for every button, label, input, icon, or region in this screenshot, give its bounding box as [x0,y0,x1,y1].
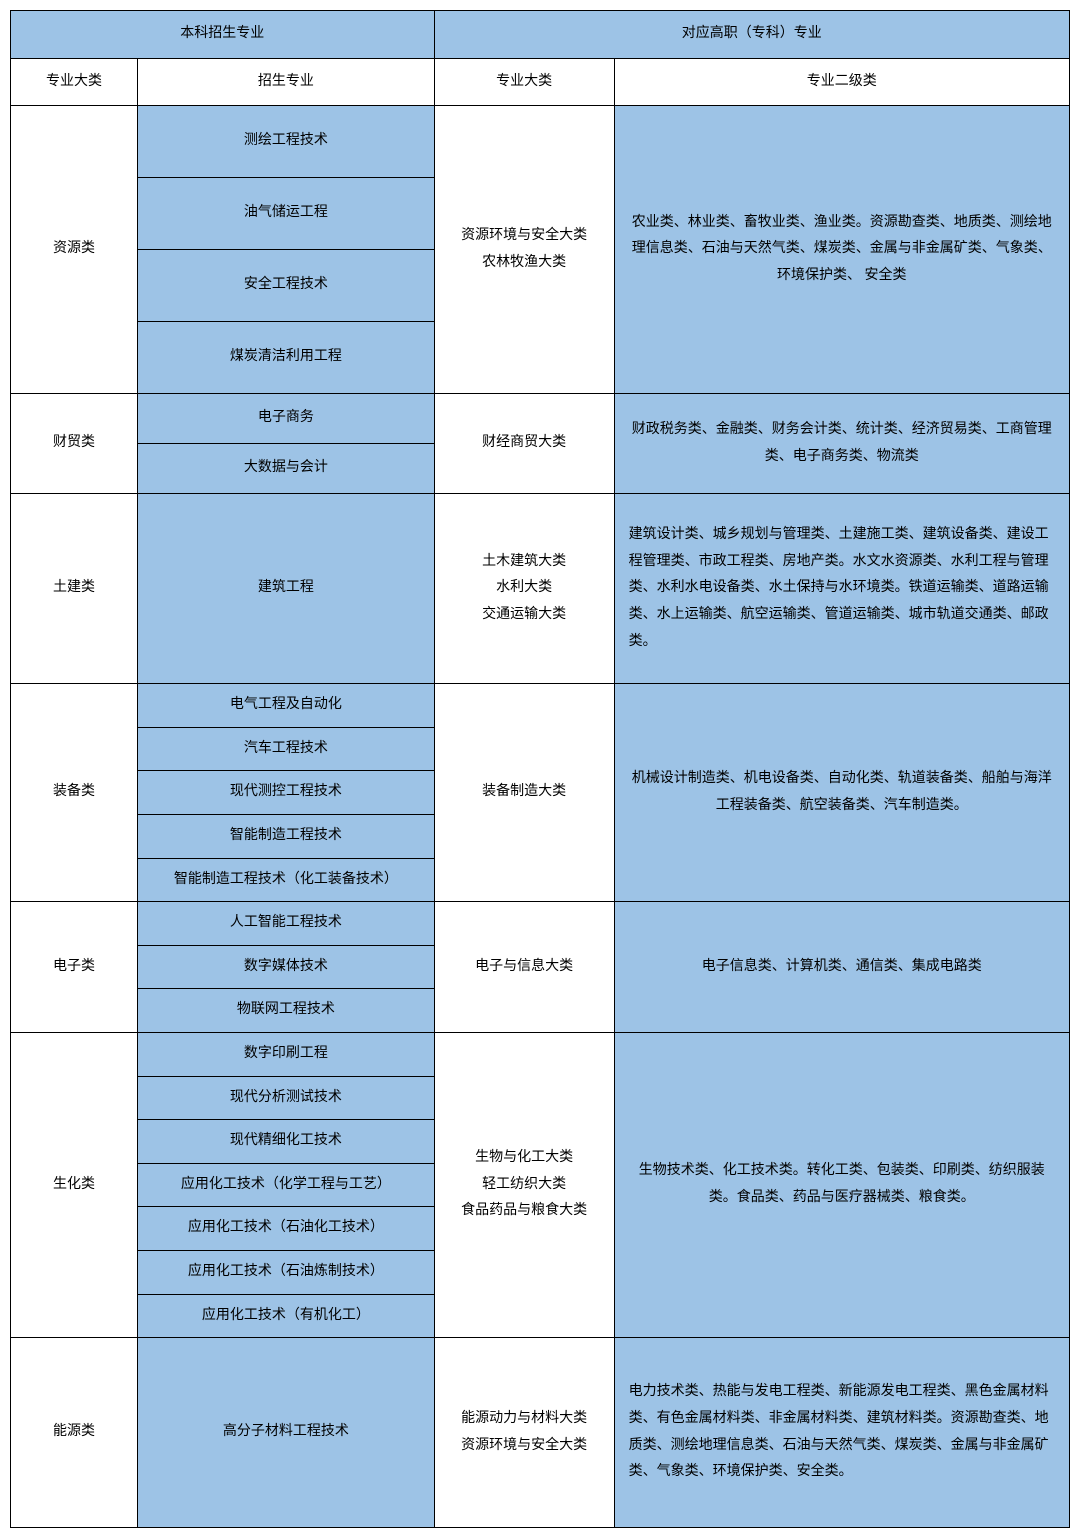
subheader-4: 专业二级类 [614,58,1069,106]
major-cell: 现代分析测试技术 [138,1076,435,1120]
table-row: 电子类人工智能工程技术电子与信息大类电子信息类、计算机类、通信类、集成电路类 [11,902,1070,946]
category-cell: 土建类 [11,494,138,684]
table-row: 资源类测绘工程技术资源环境与安全大类 农林牧渔大类农业类、林业类、畜牧业类、渔业… [11,106,1070,178]
table-body: 资源类测绘工程技术资源环境与安全大类 农林牧渔大类农业类、林业类、畜牧业类、渔业… [11,106,1070,1528]
major-cell: 数字印刷工程 [138,1032,435,1076]
subheader-2: 招生专业 [138,58,435,106]
major-cell: 建筑工程 [138,494,435,684]
major-cell: 现代精细化工技术 [138,1120,435,1164]
header-vocational: 对应高职（专科）专业 [434,11,1069,59]
category-cell: 电子类 [11,902,138,1033]
category-cell: 能源类 [11,1338,138,1528]
major-cell: 应用化工技术（石油炼制技术） [138,1250,435,1294]
corr-category-cell: 资源环境与安全大类 农林牧渔大类 [434,106,614,394]
table-row: 能源类高分子材料工程技术能源动力与材料大类 资源环境与安全大类电力技术类、热能与… [11,1338,1070,1528]
corr-category-cell: 土木建筑大类 水利大类 交通运输大类 [434,494,614,684]
major-cell: 安全工程技术 [138,250,435,322]
header-undergrad: 本科招生专业 [11,11,435,59]
category-cell: 生化类 [11,1032,138,1337]
corr-category-cell: 能源动力与材料大类 资源环境与安全大类 [434,1338,614,1528]
category-cell: 财贸类 [11,394,138,494]
subheader-3: 专业大类 [434,58,614,106]
major-cell: 物联网工程技术 [138,989,435,1033]
major-cell: 应用化工技术（化学工程与工艺） [138,1163,435,1207]
table-row: 财贸类电子商务财经商贸大类财政税务类、金融类、财务会计类、统计类、经济贸易类、工… [11,394,1070,444]
major-cell: 智能制造工程技术（化工装备技术） [138,858,435,902]
major-cell: 电子商务 [138,394,435,444]
corr-category-cell: 财经商贸大类 [434,394,614,494]
subheader-1: 专业大类 [11,58,138,106]
corr-category-cell: 生物与化工大类 轻工纺织大类 食品药品与粮食大类 [434,1032,614,1337]
corr-desc-cell: 生物技术类、化工技术类。转化工类、包装类、印刷类、纺织服装类。食品类、药品与医疗… [614,1032,1069,1337]
major-cell: 电气工程及自动化 [138,684,435,728]
corr-desc-cell: 农业类、林业类、畜牧业类、渔业类。资源勘查类、地质类、测绘地理信息类、石油与天然… [614,106,1069,394]
major-cell: 煤炭清洁利用工程 [138,322,435,394]
corr-desc-cell: 电力技术类、热能与发电工程类、新能源发电工程类、黑色金属材料类、有色金属材料类、… [614,1338,1069,1528]
major-cell: 油气储运工程 [138,178,435,250]
corr-desc-cell: 建筑设计类、城乡规划与管理类、土建施工类、建筑设备类、建设工程管理类、市政工程类… [614,494,1069,684]
header-row-1: 本科招生专业 对应高职（专科）专业 [11,11,1070,59]
major-cell: 应用化工技术（有机化工） [138,1294,435,1338]
category-cell: 资源类 [11,106,138,394]
header-row-2: 专业大类 招生专业 专业大类 专业二级类 [11,58,1070,106]
category-cell: 装备类 [11,684,138,902]
table-row: 生化类数字印刷工程生物与化工大类 轻工纺织大类 食品药品与粮食大类生物技术类、化… [11,1032,1070,1076]
corr-category-cell: 装备制造大类 [434,684,614,902]
major-cell: 测绘工程技术 [138,106,435,178]
table-row: 土建类建筑工程土木建筑大类 水利大类 交通运输大类建筑设计类、城乡规划与管理类、… [11,494,1070,684]
corr-desc-cell: 财政税务类、金融类、财务会计类、统计类、经济贸易类、工商管理类、电子商务类、物流… [614,394,1069,494]
major-cell: 高分子材料工程技术 [138,1338,435,1528]
major-cell: 汽车工程技术 [138,727,435,771]
major-cell: 现代测控工程技术 [138,771,435,815]
major-cell: 人工智能工程技术 [138,902,435,946]
corr-category-cell: 电子与信息大类 [434,902,614,1033]
major-cell: 应用化工技术（石油化工技术） [138,1207,435,1251]
corr-desc-cell: 电子信息类、计算机类、通信类、集成电路类 [614,902,1069,1033]
majors-table: 本科招生专业 对应高职（专科）专业 专业大类 招生专业 专业大类 专业二级类 资… [10,10,1070,1528]
corr-desc-cell: 机械设计制造类、机电设备类、自动化类、轨道装备类、船舶与海洋工程装备类、航空装备… [614,684,1069,902]
major-cell: 大数据与会计 [138,444,435,494]
major-cell: 数字媒体技术 [138,945,435,989]
major-cell: 智能制造工程技术 [138,814,435,858]
table-row: 装备类电气工程及自动化装备制造大类机械设计制造类、机电设备类、自动化类、轨道装备… [11,684,1070,728]
